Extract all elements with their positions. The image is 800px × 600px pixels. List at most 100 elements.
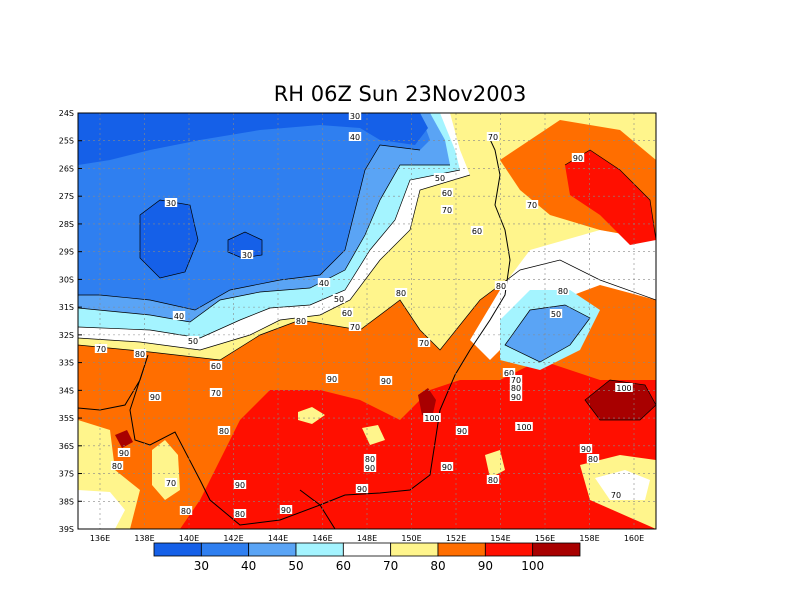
lat-tick-label: 37S	[59, 470, 74, 479]
colorbar-label: 50	[288, 559, 303, 573]
contour-label-bg	[579, 444, 593, 453]
lon-tick-label: 140E	[179, 534, 199, 543]
fill-20-north	[78, 113, 428, 165]
contour-label: 80	[588, 455, 598, 464]
colorbar-label: 60	[336, 559, 351, 573]
contour-label-bg	[279, 505, 293, 514]
fill-20-west	[140, 200, 198, 278]
lat-tick-label: 26S	[59, 164, 74, 173]
lon-tick-label: 150E	[401, 534, 421, 543]
lat-tick-label: 33S	[59, 359, 74, 368]
fill-90-northeast	[565, 150, 656, 245]
contour-label-bg	[348, 322, 362, 331]
contour-label: 90	[357, 485, 367, 494]
lat-tick-label: 35S	[59, 414, 74, 423]
colorbar-swatch	[295, 542, 344, 557]
contour-label-bg	[509, 392, 523, 401]
lon-tick-label: 142E	[223, 534, 243, 543]
grid-lines	[78, 113, 656, 529]
contour-label-bg	[117, 448, 131, 457]
lat-tick-label: 29S	[59, 248, 74, 257]
contour-label-bg	[94, 344, 108, 353]
lon-tick-label: 144E	[268, 534, 288, 543]
contour-label: 80	[558, 287, 568, 296]
colorbar-swatch	[390, 542, 439, 557]
contour-label-bg	[379, 376, 393, 385]
contour-label: 60	[504, 369, 514, 378]
lat-tick-label: 25S	[59, 137, 74, 146]
contour-label-bg	[172, 311, 186, 320]
contour-label: 40	[319, 279, 329, 288]
latitude-ticks: 24S 25S 26S 27S 28S 29S 30S 31S 32S 33S 34S 35S 36S 3…	[59, 109, 82, 534]
contour-label-bg	[348, 111, 362, 120]
colorbar-label: 80	[430, 559, 445, 573]
contour-label-bg	[148, 392, 162, 401]
colorbar-swatch	[484, 542, 534, 557]
contour-label-bg	[186, 336, 200, 345]
contour-label-bg	[549, 309, 563, 318]
contour-label: 100	[424, 414, 439, 423]
contour-label: 90	[511, 393, 521, 402]
fill-60-southwest	[78, 490, 125, 529]
lat-tick-label: 27S	[59, 192, 74, 201]
lon-tick-label: 156E	[535, 534, 555, 543]
colorbar-swatch	[342, 542, 392, 557]
contour-label-bg	[332, 294, 346, 303]
contour-label-bg	[179, 506, 193, 515]
colorbar-label: 100	[521, 559, 544, 573]
colorbar-label: 70	[383, 559, 398, 573]
contour-label: 70	[419, 339, 429, 348]
contour-label: 80	[219, 427, 229, 436]
contour-label: 80	[496, 282, 506, 291]
contour-label-bg	[209, 388, 223, 397]
contour-label: 60	[472, 227, 482, 236]
contour-label: 70	[211, 389, 221, 398]
contour-label-bg	[164, 198, 178, 207]
contour-label-bg	[509, 383, 523, 392]
contour-label-bg	[294, 316, 308, 325]
contour-label: 70	[527, 201, 537, 210]
contour-label-bg	[348, 132, 362, 141]
contour-label: 70	[166, 479, 176, 488]
plot-frame	[77, 112, 657, 530]
contour-label-bg	[509, 375, 523, 384]
contour-label: 50	[551, 310, 561, 319]
lat-tick-label: 34S	[59, 386, 74, 395]
contour-label-bg	[440, 462, 454, 471]
contour-label: 70	[611, 491, 621, 500]
lon-tick-label: 138E	[134, 534, 154, 543]
colorbar-swatch	[153, 542, 202, 557]
contour-label: 90	[235, 481, 245, 490]
lon-tick-label: 146E	[312, 534, 332, 543]
contour-label: 80	[235, 510, 245, 519]
contour-label-bg	[486, 475, 500, 484]
contour-label-bg	[340, 308, 354, 317]
lat-tick-label: 24S	[59, 109, 74, 118]
contour-label: 60	[442, 189, 452, 198]
lat-tick-label: 31S	[59, 303, 74, 312]
contour-label: 90	[119, 449, 129, 458]
contour-label-bg	[486, 132, 500, 141]
lat-tick-label: 39S	[59, 525, 74, 534]
colorbar-swatch	[532, 542, 581, 557]
contour-label-bg	[209, 361, 223, 370]
lat-tick-label: 30S	[59, 275, 74, 284]
contour-label: 80	[396, 289, 406, 298]
contour-label-bg	[394, 288, 408, 297]
lon-tick-label: 154E	[490, 534, 510, 543]
coastline	[78, 134, 511, 529]
contour-label: 90	[281, 506, 291, 515]
contour-label-bg	[586, 454, 600, 463]
contour-labels: 3030304040405050505060606060607070707070…	[94, 111, 633, 519]
contour-label-bg	[164, 478, 178, 487]
contour-label: 80	[296, 317, 306, 326]
contour-label: 70	[488, 133, 498, 142]
contour-label-bg	[240, 250, 254, 259]
contour-label-bg	[110, 461, 124, 470]
colorbar-label: 40	[241, 559, 256, 573]
colorbar: 30 40 50 60 70 80 90 100	[153, 542, 581, 573]
colorbar-label: 90	[478, 559, 493, 573]
contour-label-bg	[440, 205, 454, 214]
contour-label: 80	[488, 476, 498, 485]
contour-label: 70	[350, 323, 360, 332]
